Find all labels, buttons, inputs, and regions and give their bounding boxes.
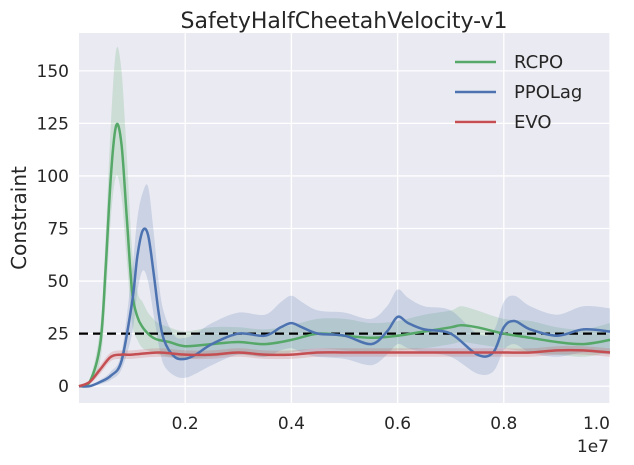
chart-title: SafetyHalfCheetahVelocity-v1 [181, 9, 508, 34]
grid-lines [79, 33, 611, 403]
x-tick-label: 0.6 [384, 414, 411, 434]
line-rcpo [78, 122, 611, 388]
y-tick-label: 25 [47, 325, 69, 345]
x-tick-label: 0.4 [278, 414, 305, 434]
confidence-bands [79, 46, 610, 387]
y-tick-label: 100 [37, 167, 69, 187]
legend-label-rcpo: RCPO [514, 52, 563, 73]
y-axis-label: Constraint [7, 166, 31, 270]
y-tick-label: 0 [58, 377, 69, 397]
y-tick-label: 50 [47, 272, 69, 292]
x-tick-label: 1.0 [583, 414, 610, 434]
series-lines [78, 122, 611, 388]
x-tick-label: 0.2 [172, 414, 199, 434]
legend-label-ppolag: PPOLag [514, 82, 582, 103]
x-tick-labels: 0.2 0.4 0.6 0.8 1.0 [172, 414, 610, 434]
legend: RCPO PPOLag EVO [455, 52, 582, 133]
y-tick-label: 75 [47, 220, 69, 240]
band-evo [79, 345, 610, 387]
y-tick-labels: 0 25 50 75 100 125 150 [37, 62, 69, 397]
y-tick-label: 125 [37, 114, 69, 134]
x-tick-label: 0.8 [490, 414, 517, 434]
band-rcpo [79, 46, 610, 387]
x-scale-label: 1e7 [577, 437, 609, 457]
y-tick-label: 150 [37, 62, 69, 82]
legend-label-evo: EVO [514, 112, 552, 133]
band-ppolag [79, 184, 610, 387]
line-evo [78, 348, 611, 388]
